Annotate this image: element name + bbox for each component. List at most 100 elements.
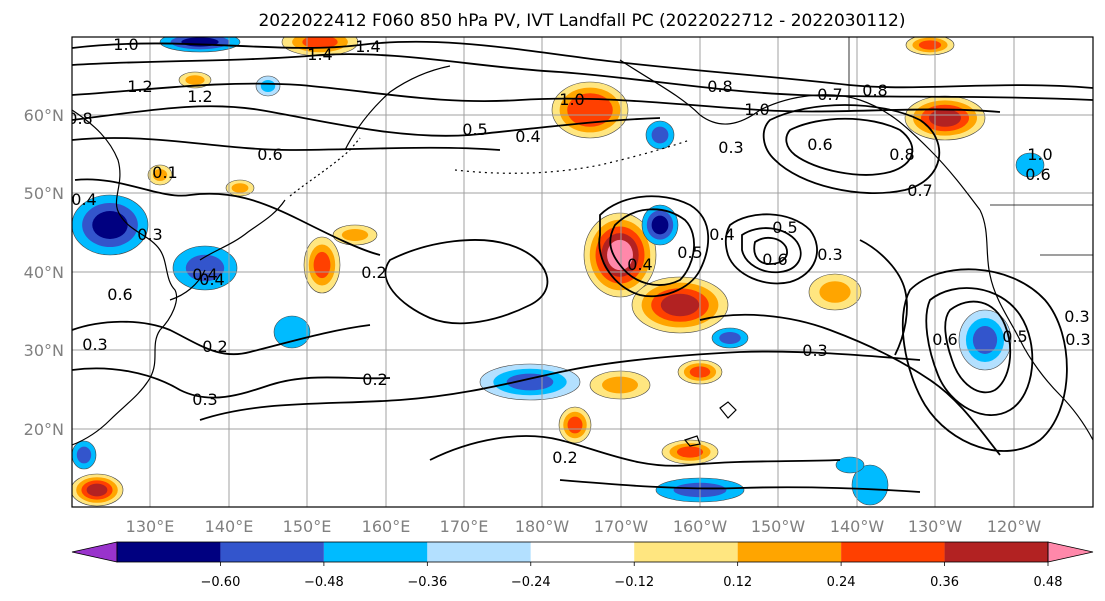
contour-line bbox=[944, 300, 1012, 394]
contour-label: 1.0 bbox=[1027, 145, 1052, 164]
contour-line bbox=[724, 213, 818, 285]
colorbar-tick-label: 0.24 bbox=[827, 575, 856, 590]
contour-line bbox=[753, 236, 788, 265]
contour-label: 0.4 bbox=[199, 270, 224, 289]
contour-label: 0.7 bbox=[907, 181, 932, 200]
longitude-tick-label: 120°W bbox=[987, 517, 1042, 536]
pv-anomaly-patch bbox=[651, 215, 669, 235]
colorbar-extend-low bbox=[71, 541, 118, 563]
contour-label: 0.6 bbox=[807, 135, 832, 154]
chart-title: 2022022412 F060 850 hPa PV, IVT Landfall… bbox=[258, 11, 905, 31]
contour-line bbox=[72, 53, 1093, 101]
map-frame bbox=[71, 36, 1094, 508]
coastline-kuril bbox=[289, 137, 361, 197]
longitude-tick-label: 130°W bbox=[908, 517, 963, 536]
contour-label: 0.3 bbox=[817, 245, 842, 264]
pv-anomaly-patch bbox=[972, 326, 998, 354]
contour-label: 0.8 bbox=[67, 109, 92, 128]
pv-anomaly-patch bbox=[651, 126, 669, 144]
coastlines bbox=[72, 37, 1093, 447]
colorbar-segment bbox=[634, 542, 738, 562]
latitude-axis: 60°N 50°N 40°N 30°N 20°N bbox=[24, 106, 64, 439]
colorbar-extend-high bbox=[1047, 541, 1094, 563]
contour-line bbox=[72, 82, 1001, 113]
pv-anomaly-patch bbox=[819, 281, 851, 303]
pv-anomaly-patch bbox=[602, 376, 638, 394]
longitude-tick-label: 150°W bbox=[751, 517, 806, 536]
pv-anomaly-patch bbox=[567, 416, 583, 434]
pv-anomaly-patch bbox=[918, 40, 942, 50]
contour-label: 1.0 bbox=[559, 90, 584, 109]
coastline-north-america bbox=[979, 209, 1093, 441]
contour-label: 0.3 bbox=[1065, 330, 1090, 349]
contour-label: 0.3 bbox=[192, 390, 217, 409]
colorbar-tick-label: 0.36 bbox=[930, 575, 959, 590]
contour-line bbox=[598, 195, 710, 298]
contour-label: 0.3 bbox=[718, 138, 743, 157]
pv-anomaly-patch bbox=[835, 456, 865, 474]
colorbar-segment bbox=[220, 542, 324, 562]
contour-label: 1.2 bbox=[187, 87, 212, 106]
contour-labels: 1.0 1.4 1.4 1.2 1.2 0.8 0.6 0.5 0.4 1.0 0.8 0.3 0.7 0… bbox=[67, 37, 1091, 467]
contour-label: 0.6 bbox=[932, 330, 957, 349]
pv-anomaly-patch bbox=[719, 332, 741, 344]
pv-anomaly-patch bbox=[313, 251, 331, 279]
colorbar-segment bbox=[427, 542, 531, 562]
pv-anomaly-patch bbox=[851, 464, 889, 506]
contour-line bbox=[429, 435, 841, 467]
contour-line bbox=[609, 208, 695, 286]
contour-label: 0.3 bbox=[802, 341, 827, 360]
contour-label: 0.4 bbox=[627, 255, 652, 274]
contour-label: 0.3 bbox=[82, 335, 107, 354]
contour-line bbox=[72, 320, 371, 356]
contour-label: 0.8 bbox=[707, 77, 732, 96]
longitude-tick-label: 160°W bbox=[673, 517, 728, 536]
colorbar-tick-label: 0.12 bbox=[723, 575, 752, 590]
coastline-aleutians bbox=[454, 139, 691, 174]
colorbar-labels: −0.60 −0.48 −0.36 −0.24 −0.12 0.12 0.24 0.36 0.4… bbox=[201, 562, 1063, 590]
contour-label: 1.2 bbox=[127, 77, 152, 96]
contour-label: 0.8 bbox=[889, 145, 914, 164]
contour-line bbox=[699, 313, 1001, 456]
colorbar-tick-label: 0.48 bbox=[1034, 575, 1063, 590]
pv-anomaly-patch bbox=[929, 109, 961, 127]
pv-anomaly-patch bbox=[185, 254, 225, 282]
pv-anomaly-patch bbox=[273, 315, 311, 349]
contour-label: 0.8 bbox=[862, 81, 887, 100]
pv-anomaly-patch bbox=[574, 98, 606, 122]
pv-anomaly-patch bbox=[152, 169, 168, 181]
contour-label: 0.6 bbox=[257, 145, 282, 164]
latitude-tick-label: 60°N bbox=[24, 106, 64, 125]
border-canada-us bbox=[990, 204, 1093, 256]
contour-line bbox=[859, 239, 908, 356]
longitude-tick-label: 150°E bbox=[283, 517, 332, 536]
longitude-tick-label: 140°E bbox=[205, 517, 254, 536]
pv-anomaly-patch bbox=[302, 37, 338, 49]
contour-lines bbox=[72, 40, 1093, 493]
colorbar-tick-label: −0.60 bbox=[201, 575, 241, 590]
contour-label: 0.2 bbox=[552, 448, 577, 467]
pv-anomaly-patch bbox=[92, 211, 128, 239]
coastline-asia bbox=[72, 109, 178, 446]
coastline-kamchatka bbox=[344, 65, 451, 151]
colorbar-tick-label: −0.48 bbox=[304, 575, 344, 590]
contour-label: 0.2 bbox=[202, 337, 227, 356]
contour-label: 0.2 bbox=[361, 263, 386, 282]
contour-label: 0.2 bbox=[362, 370, 387, 389]
contour-label: 0.6 bbox=[107, 285, 132, 304]
contour-label: 0.6 bbox=[1025, 165, 1050, 184]
contour-line bbox=[762, 104, 941, 194]
pv-anomaly-patch bbox=[76, 446, 92, 464]
contour-line bbox=[72, 105, 661, 137]
colorbar-frame bbox=[116, 541, 1049, 563]
contour-line bbox=[741, 227, 802, 274]
contour-label: 0.5 bbox=[772, 218, 797, 237]
contour-line bbox=[72, 137, 501, 151]
latitude-tick-label: 40°N bbox=[24, 263, 64, 282]
longitude-axis: 130°E 140°E 150°E 160°E 170°E 180°W 170°W 160°W… bbox=[126, 517, 1042, 536]
contour-label: 0.4 bbox=[515, 127, 540, 146]
contour-label: 1.4 bbox=[307, 45, 332, 64]
contour-label: 0.3 bbox=[1064, 307, 1089, 326]
contour-line bbox=[384, 239, 549, 325]
